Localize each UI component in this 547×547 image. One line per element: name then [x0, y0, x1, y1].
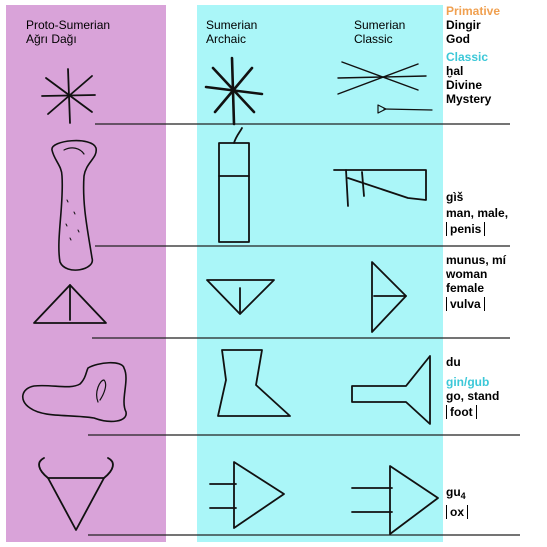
- translation-line: go, stand: [446, 389, 500, 403]
- classic-dingir-sign: [337, 61, 427, 95]
- classic-hal-sign: [377, 104, 433, 114]
- translation-du: du gin/gub go, stand foot: [446, 355, 499, 419]
- row-separators: [88, 123, 520, 536]
- sumerian-classic-header-line-1: Sumerian: [354, 18, 406, 32]
- translation-line: Mystery: [446, 92, 492, 106]
- classic-munus-sign: [371, 261, 407, 333]
- translation-line: munus, mí: [446, 253, 507, 267]
- archaic-dingir-sign: [204, 56, 264, 126]
- translation-line: woman: [446, 267, 488, 281]
- translation-line: Divine: [446, 78, 483, 92]
- translation-line: du: [446, 355, 461, 369]
- proto-sumerian-header: Proto-Sumerian Ağrı Dağı: [26, 18, 110, 46]
- translation-line: Primative: [446, 4, 501, 18]
- translation-bracket: ox: [446, 505, 469, 519]
- sumerian-archaic-header-line-1: Sumerian: [206, 18, 258, 32]
- translation-subscript: 4: [460, 491, 466, 501]
- proto-dingir-sign: [41, 68, 96, 124]
- translation-bracket: foot: [446, 405, 477, 419]
- translation-munus: munus, mí woman female vulva: [446, 253, 506, 311]
- archaic-du-sign: [217, 349, 291, 417]
- archaic-munus-sign: [206, 279, 275, 315]
- proto-du-sign: [22, 361, 127, 423]
- translation-line: gìš: [446, 190, 464, 204]
- translation-line: man, male,: [446, 206, 509, 220]
- archaic-gu-sign: [209, 461, 285, 529]
- classic-gis-sign: [333, 169, 427, 207]
- archaic-gis-sign: [218, 127, 250, 243]
- sumerian-classic-header: Sumerian Classic: [354, 18, 405, 46]
- translation-line: gin/gub: [446, 375, 490, 389]
- translation-line: God: [446, 32, 470, 46]
- proto-munus-sign: [33, 284, 107, 324]
- translation-gu: gu4 ox: [446, 485, 469, 519]
- proto-sumerian-column: [6, 5, 166, 542]
- sumerian-archaic-header: Sumerian Archaic: [206, 18, 257, 46]
- translation-text: gu: [446, 485, 461, 499]
- proto-sumerian-header-line-1: Proto-Sumerian: [26, 18, 111, 32]
- translation-bracket: vulva: [446, 297, 485, 311]
- translation-line: foot: [446, 405, 499, 419]
- proto-gu-sign: [38, 457, 114, 531]
- translation-line: Dingir: [446, 18, 481, 32]
- translation-line: female: [446, 281, 485, 295]
- translation-line: gu4: [446, 485, 468, 503]
- translation-line: Classic: [446, 50, 489, 64]
- proto-gis-sign: [51, 139, 97, 271]
- classic-du-sign: [351, 355, 431, 425]
- translation-line: ox: [446, 505, 469, 519]
- translation-line: vulva: [446, 297, 506, 311]
- classic-gu-sign: [351, 465, 439, 535]
- translation-line: penis: [446, 222, 508, 236]
- sumerian-classic-header-line-2: Classic: [354, 32, 393, 46]
- translation-line: ḫal: [446, 64, 464, 78]
- proto-sumerian-header-line-2: Ağrı Dağı: [26, 32, 77, 46]
- sumerian-archaic-header-line-2: Archaic: [206, 32, 247, 46]
- translation-bracket: penis: [446, 222, 486, 236]
- translation-dingir: Primative Dingir God Classic ḫal Divine …: [446, 4, 500, 106]
- translation-gis: gìš man, male, penis: [446, 190, 508, 236]
